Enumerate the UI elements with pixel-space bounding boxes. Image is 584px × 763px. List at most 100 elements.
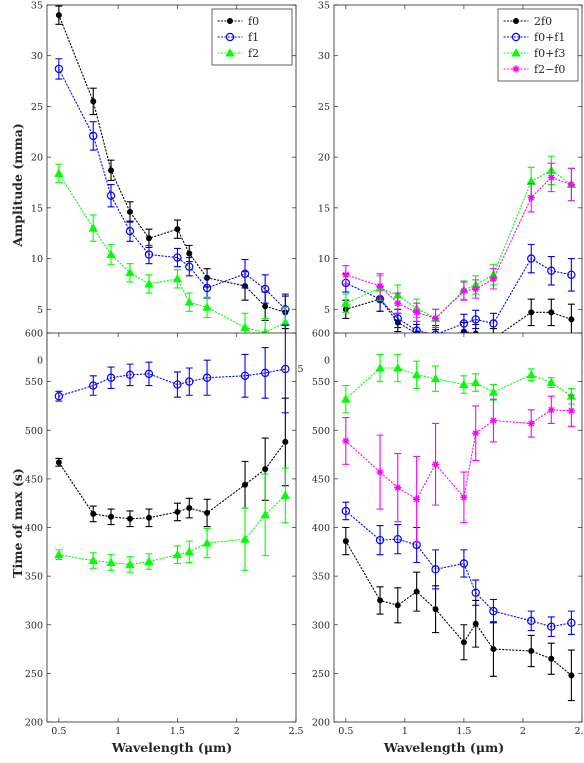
data-point: [527, 254, 536, 263]
y-tick-label: 600: [25, 329, 43, 340]
x-tick-label: 2.5: [574, 726, 584, 737]
data-point: [393, 363, 403, 372]
x-axis-label-right: Wavelength (μm): [383, 740, 504, 755]
data-point: [489, 416, 498, 425]
data-point: [144, 279, 154, 288]
data-point: [54, 64, 64, 74]
data-point: [472, 429, 480, 437]
error-bar: [107, 366, 115, 389]
data-point: [567, 180, 575, 189]
data-point: [108, 167, 115, 174]
data-point: [547, 622, 556, 631]
data-point: [568, 672, 575, 679]
data-point: [54, 549, 64, 559]
y-tick-label: 550: [25, 377, 43, 388]
data-point: [202, 373, 212, 382]
data-point: [568, 316, 575, 323]
y-tick-label: 15: [31, 203, 43, 214]
legend: 2f0 f0+f1 f0+f3 f2−f0: [497, 8, 579, 82]
data-point: [282, 438, 289, 445]
data-point: [341, 298, 351, 307]
x-tick-label: 1: [115, 726, 121, 737]
y-tick-label: 250: [312, 669, 330, 680]
data-point: [260, 510, 270, 519]
data-point: [186, 250, 193, 257]
data-point: [174, 226, 181, 233]
error-bar: [89, 375, 97, 396]
y-tick-label: 5: [37, 305, 43, 316]
data-point: [106, 249, 116, 258]
data-point: [260, 284, 270, 294]
data-point: [472, 285, 480, 293]
data-point: [528, 309, 535, 316]
panel-time-combinations: 0.5 1 1.5 2 2.5 200 250 300 350 400 450 500 550 600: [312, 329, 584, 738]
data-point: [202, 283, 212, 293]
data-point: [459, 379, 469, 388]
y-tick-label: 30: [318, 51, 330, 62]
data-point: [376, 468, 384, 476]
data-point: [144, 556, 154, 565]
data-point: [567, 618, 576, 628]
error-bar: [145, 361, 153, 387]
data-point: [413, 588, 420, 595]
error-bar: [281, 324, 289, 414]
error-bar: [547, 616, 555, 637]
y-tick-label: 0: [324, 356, 330, 367]
data-point: [460, 493, 468, 501]
error-bar: [376, 525, 384, 556]
data-point: [413, 495, 421, 503]
error-bar: [489, 598, 497, 624]
y-tick-label: 350: [312, 572, 330, 583]
series-line-f0plusf3: [345, 169, 572, 320]
legend-item-f1: f1: [217, 31, 259, 44]
y-tick-label: 500: [312, 426, 330, 437]
series-f1: [54, 58, 290, 326]
data-point: [431, 314, 440, 323]
legend-item-f2minusf0: f2−f0: [503, 63, 565, 76]
data-point: [55, 12, 62, 19]
data-point: [186, 505, 193, 512]
data-point: [489, 275, 498, 283]
y-tick-label: 400: [312, 523, 330, 534]
data-point: [567, 407, 575, 415]
data-point: [88, 223, 98, 232]
data-point: [548, 309, 555, 316]
error-bar: [203, 359, 211, 396]
axes-frame: [333, 332, 583, 723]
data-point: [184, 297, 195, 306]
error-bar: [107, 183, 115, 208]
data-point: [202, 538, 212, 547]
error-bar: [241, 259, 249, 289]
error-bar: [89, 121, 97, 151]
series-f2minusf0: [342, 394, 575, 543]
data-point: [240, 371, 250, 380]
legend-item-f0plusf1: f0+f1: [503, 31, 565, 44]
y-tick-label: 5: [324, 305, 330, 316]
data-point: [431, 565, 440, 574]
data-point: [547, 406, 555, 414]
data-point: [342, 271, 350, 279]
data-point: [281, 364, 290, 374]
y-tick-label: 450: [25, 474, 43, 485]
series-line-f0plusf1: [345, 510, 572, 628]
data-point: [527, 616, 536, 626]
data-point: [471, 315, 480, 324]
legend-item-2f0: 2f0: [503, 15, 552, 28]
data-point: [411, 370, 422, 379]
error-bar: [261, 274, 269, 304]
error-bar: [185, 367, 193, 396]
series-2f0: [342, 526, 575, 702]
y-tick-label: 300: [25, 620, 43, 631]
error-bar: [472, 309, 480, 330]
data-point: [145, 514, 152, 521]
data-point: [489, 319, 498, 328]
error-bar: [394, 524, 402, 555]
y-tick-label: 0: [37, 356, 43, 367]
data-point: [240, 534, 250, 543]
panel-time-fundamental: 0.5 1 1.5 2 2.5 200 250 300 350 400 450 500 550 600: [25, 324, 304, 737]
data-point: [394, 602, 401, 609]
data-point: [375, 535, 385, 545]
data-point: [240, 269, 250, 278]
panel-amplitude-combinations: 0.511.522.5051015202530352f0f0+f1f0+f3f2…: [318, 1, 584, 376]
